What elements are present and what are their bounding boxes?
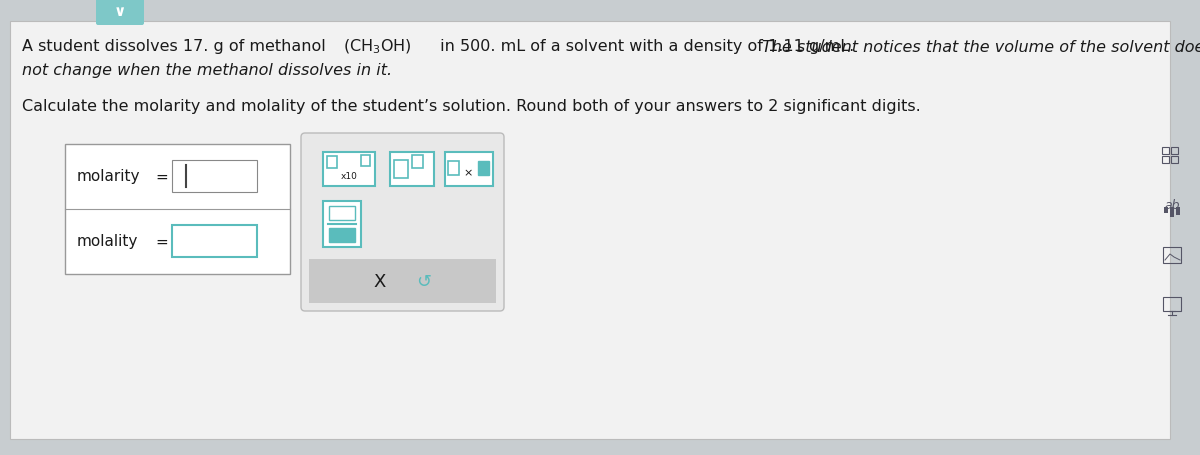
Text: The student notices that the volume of the solvent does: The student notices that the volume of t… — [762, 40, 1200, 55]
Bar — [172, 226, 257, 258]
Bar — [323, 202, 361, 248]
Text: molality: molality — [77, 234, 138, 249]
Bar — [394, 161, 408, 179]
Text: in 500. mL of a solvent with a density of 1.11 g/mL.: in 500. mL of a solvent with a density o… — [436, 40, 859, 55]
FancyBboxPatch shape — [301, 134, 504, 311]
Bar — [445, 153, 493, 187]
Bar — [1170, 207, 1174, 217]
Bar — [172, 161, 257, 192]
FancyBboxPatch shape — [96, 0, 144, 26]
Text: =: = — [155, 169, 168, 184]
Bar — [329, 207, 355, 221]
Bar — [1171, 148, 1178, 155]
Text: X: X — [374, 273, 386, 290]
Text: =: = — [155, 234, 168, 249]
Bar — [390, 153, 434, 187]
Bar — [478, 162, 490, 176]
Bar — [1163, 298, 1181, 311]
Bar — [329, 228, 355, 243]
Bar — [1162, 148, 1169, 155]
Bar — [361, 156, 370, 167]
Bar — [412, 156, 424, 169]
Bar — [323, 153, 374, 187]
Text: ×: × — [463, 167, 473, 177]
Text: A student dissolves 17. g of methanol: A student dissolves 17. g of methanol — [22, 40, 331, 55]
Bar — [1171, 157, 1178, 164]
Text: Calculate the molarity and molality of the student’s solution. Round both of you: Calculate the molarity and molality of t… — [22, 99, 920, 114]
Bar — [1164, 207, 1168, 213]
Text: molarity: molarity — [77, 169, 140, 184]
FancyBboxPatch shape — [10, 22, 1170, 439]
Bar — [310, 259, 496, 303]
Text: not change when the methanol dissolves in it.: not change when the methanol dissolves i… — [22, 62, 392, 77]
Text: ∨: ∨ — [114, 5, 126, 20]
Bar — [65, 145, 290, 274]
Bar — [1162, 157, 1169, 164]
Bar — [1163, 248, 1181, 263]
Bar — [1176, 207, 1180, 216]
Text: x10: x10 — [341, 172, 358, 181]
Text: ↺: ↺ — [416, 273, 432, 290]
Bar — [326, 157, 337, 169]
Text: ab: ab — [1164, 199, 1180, 212]
Text: $\mathsf{(CH_3OH)}$: $\mathsf{(CH_3OH)}$ — [343, 38, 412, 56]
Bar — [448, 162, 458, 176]
